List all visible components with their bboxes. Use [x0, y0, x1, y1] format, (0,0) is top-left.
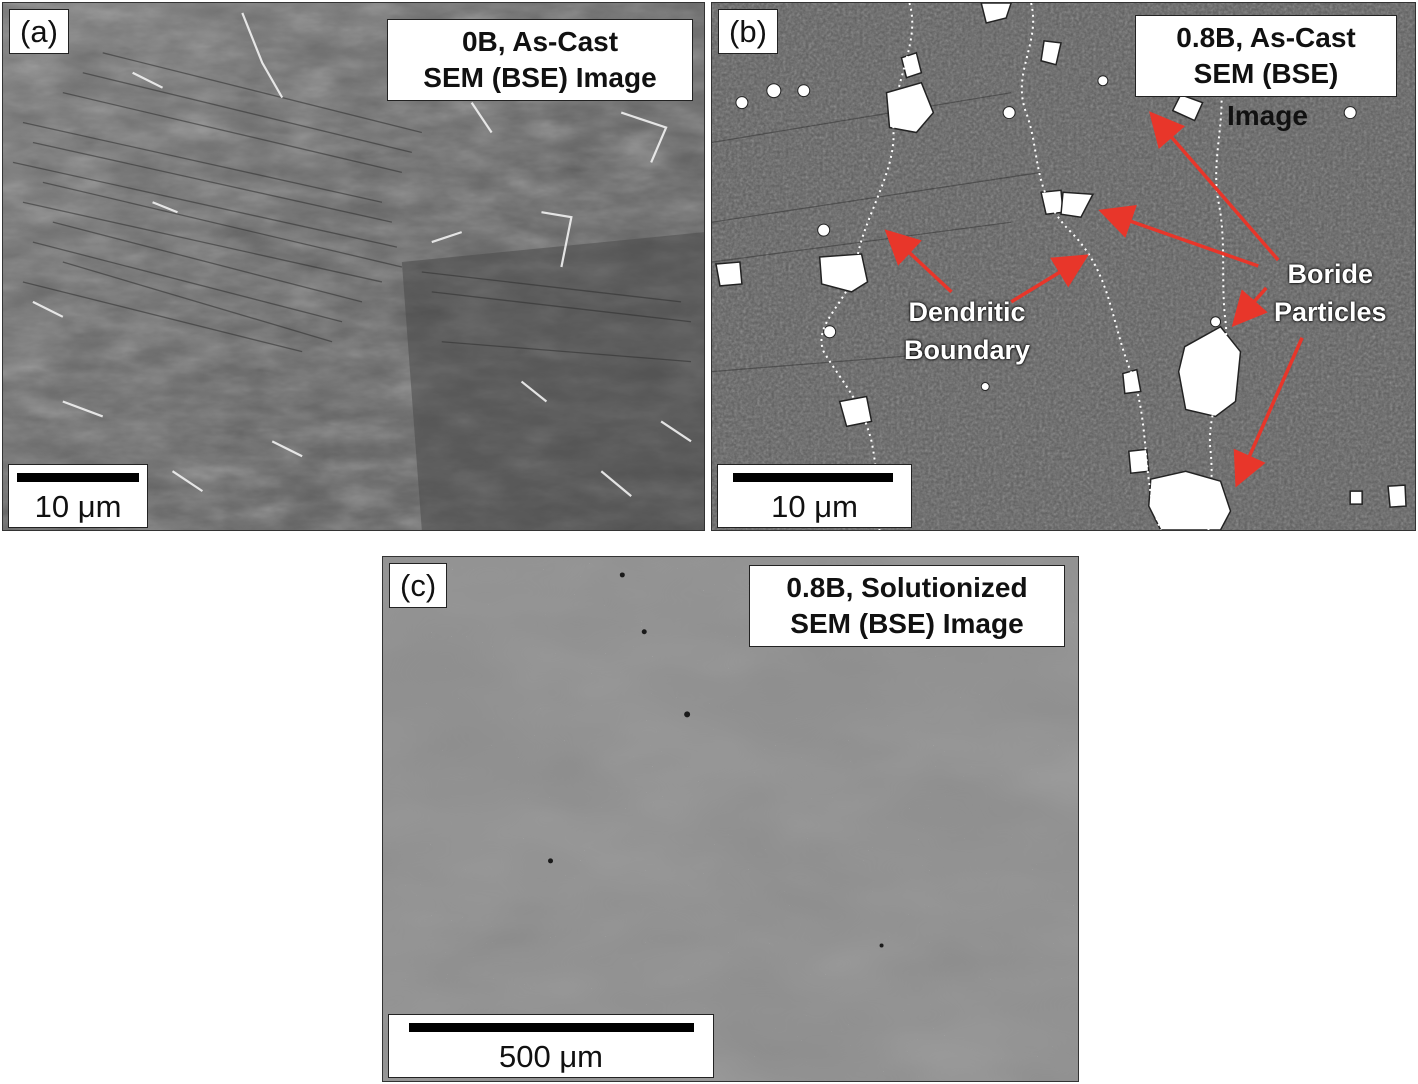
panel-c-title-line2: SEM (BSE) Image	[790, 608, 1024, 639]
annotation-boride-particles: Boride Particles	[1274, 255, 1387, 331]
panel-a-title-line1: 0B, As-Cast	[461, 26, 619, 57]
panel-a: (a) 0B, As-Cast SEM (BSE) Image 10 μm	[2, 2, 705, 531]
panel-c-tag: (c)	[389, 563, 448, 608]
panel-c-scale-bar-line	[409, 1023, 694, 1032]
panel-a-tag: (a)	[9, 9, 69, 54]
panel-a-scale-bar: 10 μm	[8, 464, 148, 528]
panel-c-scale-label: 500 μm	[498, 1039, 604, 1074]
annotation-dendritic-boundary: Dendritic Boundary	[904, 293, 1030, 369]
panel-b-scale-bar-line	[733, 473, 893, 482]
sem-image-c	[383, 557, 1078, 1081]
panel-c: (c) 0.8B, Solutionized SEM (BSE) Image 5…	[382, 556, 1079, 1082]
panel-a-title: 0B, As-Cast SEM (BSE) Image	[387, 19, 693, 101]
panel-a-scale-bar-line	[17, 473, 139, 482]
panel-b-scale-bar: 10 μm	[717, 464, 912, 528]
panel-a-title-line2: SEM (BSE) Image	[423, 62, 657, 93]
panel-b-title-overflow: Image	[1227, 100, 1308, 131]
panel-b-title-line2: SEM (BSE)	[1193, 58, 1339, 89]
panel-b-tag: (b)	[718, 9, 778, 54]
annotation-boride-line1: Boride	[1287, 259, 1374, 289]
panel-b-title: 0.8B, As-Cast SEM (BSE)	[1135, 15, 1397, 97]
panel-b-scale-label: 10 μm	[771, 489, 858, 524]
panel-b: (b) Image 0.8B, As-Cast SEM (BSE) Dendri…	[711, 2, 1416, 531]
annotation-dendritic-line1: Dendritic	[908, 297, 1026, 327]
panel-b-title-line1: 0.8B, As-Cast	[1176, 22, 1356, 53]
annotation-boride-line2: Particles	[1274, 297, 1387, 327]
panel-c-title-line1: 0.8B, Solutionized	[786, 572, 1028, 603]
annotation-dendritic-line2: Boundary	[904, 335, 1031, 365]
panel-c-scale-bar: 500 μm	[388, 1014, 714, 1078]
panel-a-scale-label: 10 μm	[34, 489, 122, 524]
panel-c-title: 0.8B, Solutionized SEM (BSE) Image	[749, 565, 1065, 647]
